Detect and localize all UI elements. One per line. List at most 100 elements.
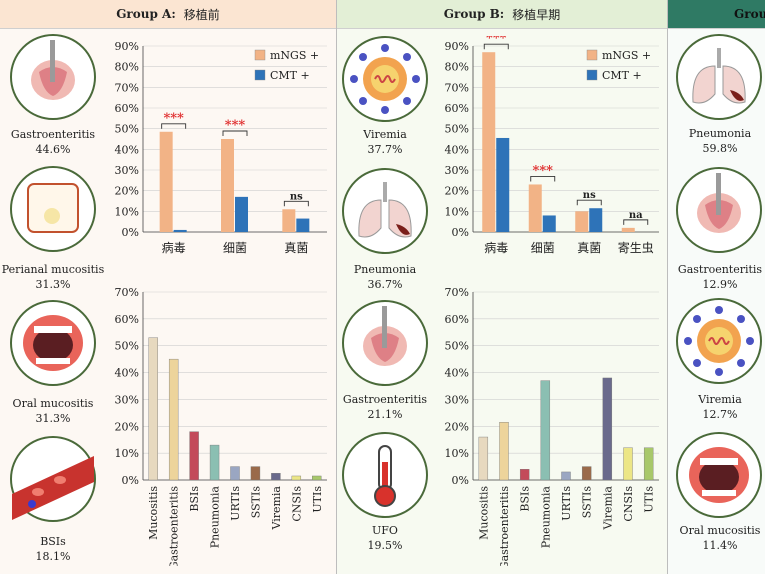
- y-tick-label: 0%: [452, 226, 469, 239]
- group-b-infection-chart: 0% 10% 20% 30% 40% 50% 60% 70% Mucositis Gastroen…: [445, 286, 659, 566]
- y-tick-label: 40%: [115, 367, 139, 380]
- x-tick-label: Pneumonia: [209, 486, 222, 549]
- bar: [623, 447, 633, 481]
- bar-cmt: [173, 229, 187, 232]
- bar: [230, 466, 240, 481]
- significance-bracket: [576, 199, 602, 206]
- x-tick-label: Mucositis: [477, 486, 490, 540]
- y-tick-label: 0%: [122, 474, 139, 487]
- pneumonia-label: Pneumonia 59.8%: [688, 127, 752, 155]
- bar: [581, 466, 592, 481]
- x-tick-label: CNSIs: [290, 486, 303, 522]
- bar: [189, 431, 199, 481]
- significance-label: ns: [290, 191, 303, 202]
- x-tick-label: 寄生虫: [618, 240, 654, 255]
- y-tick-label: 40%: [445, 367, 469, 380]
- group-b-title: Group B:: [443, 7, 505, 21]
- bar: [602, 377, 613, 481]
- bar-cmt: [542, 215, 556, 232]
- bar-mngs: [482, 52, 496, 233]
- bar-mngs: [159, 131, 173, 232]
- y-tick-label: 50%: [445, 340, 469, 353]
- group-a-title: Group A:: [116, 7, 176, 21]
- significance-label: ns: [583, 190, 596, 201]
- y-tick-label: 40%: [445, 143, 469, 156]
- oral-mucositis-icon: [676, 432, 762, 518]
- bar: [209, 444, 220, 481]
- bar-mngs: [221, 139, 234, 232]
- significance-label: na: [629, 210, 643, 221]
- x-tick-label: Gastroenteritis: [168, 486, 181, 566]
- bar-cmt: [235, 196, 248, 232]
- legend-label: mNGS +: [602, 49, 651, 62]
- y-tick-label: 10%: [115, 205, 139, 218]
- group-b-panel: Group B: 移植早期 Viremia 37.7% Pneumonia 36.7…: [337, 0, 668, 574]
- y-tick-label: 20%: [115, 185, 139, 198]
- bar-mngs: [621, 227, 635, 232]
- significance-bracket: [530, 176, 556, 182]
- y-tick-label: 70%: [115, 81, 139, 94]
- x-tick-label: Viremia: [270, 486, 283, 531]
- perianal-mucositis-label: Perianal mucositis 31.3%: [1, 263, 105, 291]
- y-tick-label: 30%: [115, 164, 139, 177]
- significance-label: ***: [533, 163, 554, 178]
- legend-swatch: [586, 69, 598, 81]
- group-b-subtitle: 移植早期: [512, 7, 561, 22]
- x-tick-label: URTIs: [229, 486, 242, 521]
- y-tick-label: 20%: [115, 420, 139, 433]
- bar-cmt: [496, 137, 510, 232]
- y-tick-label: 40%: [115, 143, 139, 156]
- gastroenteritis-label: Gastroenteritis 12.9%: [677, 263, 763, 291]
- viremia-label: Viremia 12.7%: [698, 393, 742, 421]
- x-tick-label: 真菌: [577, 241, 601, 255]
- bsis-label: BSIs 18.1%: [35, 535, 71, 563]
- y-tick-label: 80%: [445, 61, 469, 74]
- group-a-infection-chart: 0% 10% 20% 30% 40% 50% 60% 70% Mucositis Gastroen…: [115, 286, 327, 566]
- y-tick-label: 70%: [445, 286, 469, 299]
- significance-bracket: [483, 43, 509, 50]
- oral-mucositis-label: Oral mucositis 11.4%: [679, 524, 761, 552]
- y-tick-label: 70%: [115, 286, 139, 299]
- group-c-panel: Grou Pneumonia 59.8% Gastroenteritis 12.9%…: [668, 0, 765, 574]
- y-tick-label: 60%: [115, 313, 139, 326]
- y-tick-label: 80%: [115, 61, 139, 74]
- x-tick-label: Pneumonia: [539, 486, 552, 549]
- y-tick-label: 70%: [445, 81, 469, 94]
- bar: [250, 466, 261, 481]
- x-tick-label: BSIs: [519, 486, 532, 512]
- bar: [271, 473, 281, 481]
- y-tick-label: 30%: [445, 393, 469, 406]
- x-tick-label: Mucositis: [147, 486, 160, 540]
- legend-swatch: [254, 69, 266, 81]
- x-tick-label: 病毒: [162, 240, 186, 255]
- significance-bracket: [222, 130, 248, 136]
- group-a-pathogen-chart: 0% 10% 20% 30% 40% 50% 60% 70% 80% 90% *** 病毒 *** 细菌 n…: [115, 40, 327, 255]
- bar-mngs: [575, 211, 589, 232]
- legend-label: CMT +: [602, 69, 642, 82]
- group-b-header: Group B: 移植早期: [337, 0, 667, 29]
- group-c-title: Grou: [734, 7, 765, 21]
- bar: [540, 380, 551, 481]
- significance-label: ***: [486, 36, 507, 46]
- group-c-header: Grou: [668, 0, 765, 29]
- perianal-mucositis-icon: [10, 166, 96, 252]
- pneumonia-icon: [676, 34, 762, 120]
- x-tick-label: 细菌: [531, 241, 555, 255]
- y-tick-label: 10%: [445, 447, 469, 460]
- y-tick-label: 50%: [445, 123, 469, 136]
- y-tick-label: 0%: [122, 226, 139, 239]
- bar: [168, 358, 179, 481]
- gastroenteritis-icon: [676, 167, 762, 253]
- y-tick-label: 60%: [445, 313, 469, 326]
- significance-bracket: [161, 123, 187, 129]
- viremia-label: Viremia 37.7%: [363, 128, 407, 156]
- group-a-header: Group A: 移植前: [0, 0, 336, 29]
- x-tick-label: 病毒: [484, 240, 508, 255]
- pneumonia-icon: [342, 168, 428, 254]
- x-tick-label: SSTIs: [249, 486, 262, 519]
- gastroenteritis-icon: [10, 34, 96, 120]
- bar: [312, 475, 322, 481]
- x-tick-label: CNSIs: [622, 486, 635, 522]
- y-tick-label: 30%: [115, 393, 139, 406]
- bar-mngs: [282, 209, 296, 232]
